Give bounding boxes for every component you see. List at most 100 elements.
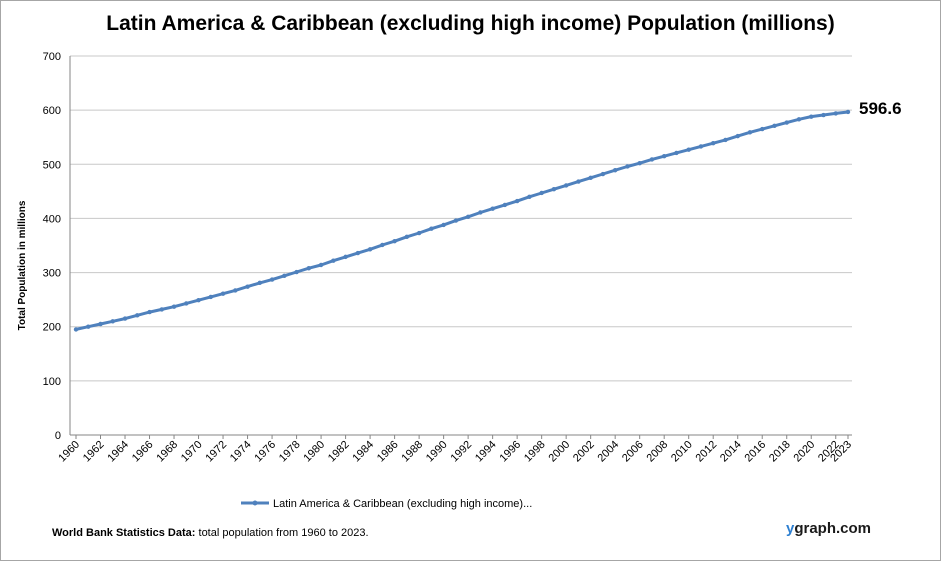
- data-point: [784, 120, 789, 125]
- data-point: [661, 153, 667, 159]
- data-point: [416, 230, 422, 236]
- data-point: [282, 273, 287, 279]
- y-tick-label: 0: [55, 430, 61, 442]
- data-point: [809, 114, 814, 119]
- x-tick-label: 1980: [301, 439, 327, 465]
- brand-y: y: [786, 520, 795, 537]
- data-point: [551, 186, 557, 192]
- data-point: [453, 218, 459, 223]
- data-point: [674, 150, 679, 156]
- legend-swatch-marker: [252, 500, 258, 506]
- data-point: [833, 111, 838, 116]
- y-tick-label: 600: [43, 105, 61, 117]
- data-point: [576, 179, 581, 184]
- data-point: [625, 164, 630, 169]
- data-point: [527, 194, 532, 199]
- data-point: [514, 198, 520, 204]
- data-point: [760, 126, 765, 132]
- data-point: [711, 140, 716, 146]
- y-tick-label: 400: [43, 213, 61, 225]
- data-point: [355, 250, 361, 256]
- x-tick-label: 1984: [350, 439, 376, 465]
- data-point: [723, 137, 728, 143]
- x-tick-label: 2020: [792, 439, 818, 465]
- series-line: [74, 110, 850, 331]
- data-point: [845, 109, 851, 115]
- data-point: [159, 307, 164, 312]
- x-tick-label: 1974: [228, 439, 254, 465]
- data-point: [73, 327, 79, 332]
- legend-label: Latin America & Caribbean (excluding hig…: [273, 498, 532, 510]
- data-point: [306, 266, 312, 271]
- y-axis-title: Total Population in millions: [17, 200, 28, 330]
- chart-title: Latin America & Caribbean (excluding hig…: [106, 12, 835, 35]
- data-point: [465, 214, 471, 220]
- data-point: [404, 234, 410, 240]
- x-tick-label: 2002: [571, 439, 597, 465]
- data-point: [208, 294, 213, 300]
- source-text: total population from 1960 to 2023.: [195, 527, 369, 539]
- data-point: [821, 112, 826, 118]
- x-tick-label: 1992: [448, 439, 474, 465]
- x-tick-label: 1972: [203, 439, 229, 465]
- data-point: [86, 324, 91, 329]
- x-tick-label: 1986: [375, 439, 401, 465]
- x-tick-label: 2012: [694, 439, 720, 465]
- data-point: [135, 313, 140, 318]
- x-tick-label: 1994: [473, 439, 499, 465]
- data-point: [392, 238, 397, 244]
- y-tick-label: 200: [43, 322, 61, 334]
- data-point: [698, 144, 704, 149]
- data-point: [735, 133, 740, 139]
- x-tick-label: 1968: [154, 439, 180, 465]
- y-tick-label: 700: [43, 51, 61, 63]
- data-point: [294, 269, 299, 275]
- data-point: [772, 123, 777, 129]
- data-point: [563, 183, 569, 188]
- x-tick-label: 1970: [179, 439, 205, 465]
- x-tick-label: 2016: [743, 439, 769, 465]
- data-point: [637, 161, 642, 166]
- data-point: [331, 258, 336, 263]
- x-tick-label: 1990: [424, 439, 450, 465]
- data-point: [502, 202, 508, 208]
- y-tick-label: 100: [43, 376, 61, 388]
- end-value-label: 596.6: [859, 99, 902, 118]
- brand-logo[interactable]: ygraph.com: [786, 520, 871, 537]
- data-point: [98, 321, 103, 327]
- data-point: [257, 280, 263, 286]
- x-tick-label: 2018: [767, 439, 793, 465]
- data-point: [490, 206, 495, 211]
- data-point: [539, 190, 544, 196]
- x-tick-label: 2010: [669, 439, 695, 465]
- data-point: [122, 316, 128, 321]
- data-point: [343, 254, 348, 260]
- data-point: [147, 309, 152, 315]
- data-point: [380, 242, 385, 248]
- x-tick-label: 1982: [326, 439, 352, 465]
- x-tick-label: 1960: [56, 439, 82, 465]
- data-point: [796, 117, 802, 122]
- data-point: [367, 247, 373, 252]
- brand-rest: graph.com: [794, 520, 872, 537]
- x-tick-label: 1964: [105, 439, 131, 465]
- x-tick-label: 1996: [497, 439, 523, 465]
- data-point: [686, 147, 691, 152]
- x-tick-label: 1978: [277, 439, 303, 465]
- data-point: [441, 222, 446, 228]
- data-point: [478, 210, 483, 215]
- data-point: [269, 277, 275, 282]
- x-tick-label: 1988: [399, 439, 425, 465]
- data-point: [245, 284, 250, 289]
- y-tick-label: 500: [43, 159, 61, 171]
- y-tick-label: 300: [43, 268, 61, 280]
- x-tick-label: 2008: [645, 439, 671, 465]
- data-point: [588, 175, 593, 181]
- x-tick-label: 2014: [718, 439, 744, 465]
- x-tick-label: 1962: [81, 439, 107, 465]
- data-point: [649, 157, 655, 162]
- data-point: [110, 319, 115, 324]
- data-point: [233, 288, 238, 293]
- x-tick-label: 2006: [620, 439, 646, 465]
